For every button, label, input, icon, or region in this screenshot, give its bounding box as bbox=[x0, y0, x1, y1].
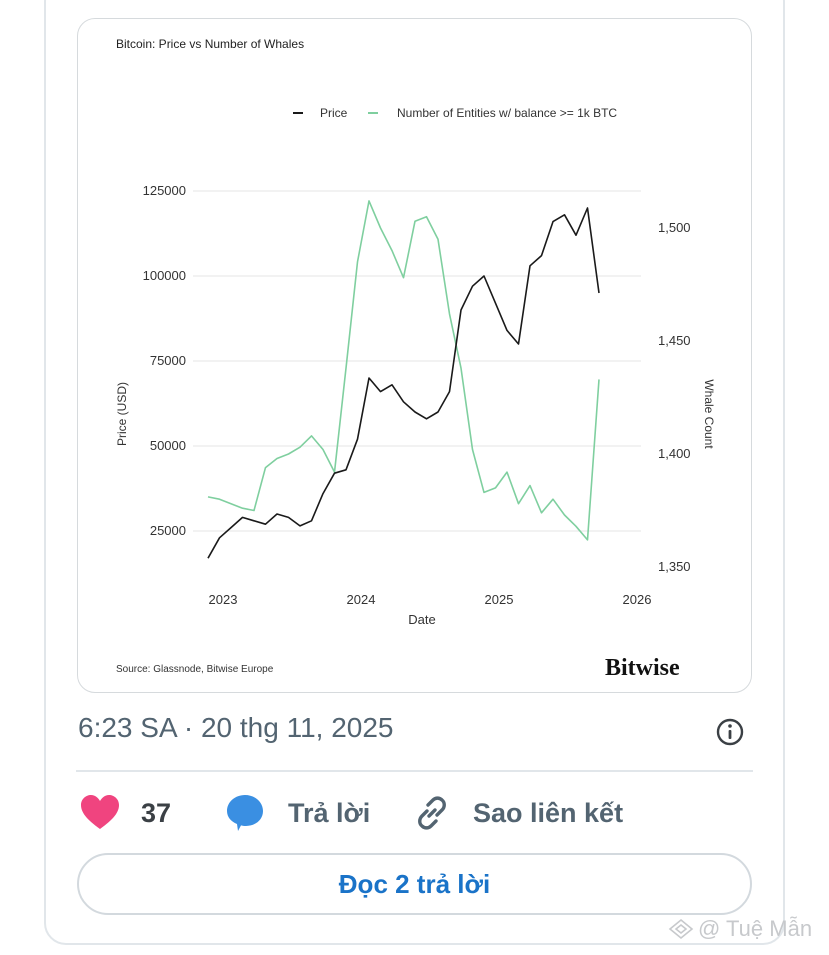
chart-title: Bitcoin: Price vs Number of Whales bbox=[116, 37, 304, 51]
heart-icon bbox=[81, 795, 119, 829]
link-icon bbox=[418, 796, 446, 830]
y2-tick-label: 1,400 bbox=[658, 446, 691, 461]
like-button[interactable]: 37 bbox=[80, 790, 171, 836]
x-tick-label: 2023 bbox=[209, 592, 238, 607]
x-tick-label: 2026 bbox=[623, 592, 652, 607]
post-timestamp: 6:23 SA · 20 thg 11, 2025 bbox=[78, 712, 394, 743]
info-icon[interactable] bbox=[715, 717, 745, 747]
y-tick-label: 50000 bbox=[150, 438, 186, 453]
y2-axis-label: Whale Count bbox=[702, 379, 716, 449]
watermark-text: @ Tuệ Mẫn bbox=[698, 916, 813, 941]
reply-bubble-icon bbox=[227, 795, 263, 831]
x-axis-label: Date bbox=[408, 612, 435, 627]
x-tick-label: 2025 bbox=[485, 592, 514, 607]
y-tick-label: 25000 bbox=[150, 523, 186, 538]
y-tick-label: 125000 bbox=[143, 183, 186, 198]
price-line bbox=[207, 207, 600, 559]
chart-gridlines bbox=[193, 190, 641, 532]
divider bbox=[76, 770, 753, 772]
copy-link-button[interactable]: Sao liên kết bbox=[413, 790, 623, 836]
y-axis-ticks: 25000 50000 75000 100000 125000 bbox=[143, 183, 186, 538]
read-replies-button[interactable]: Đọc 2 trả lời bbox=[77, 853, 752, 915]
x-tick-label: 2024 bbox=[347, 592, 376, 607]
like-count: 37 bbox=[141, 797, 172, 828]
whale-count-line bbox=[207, 200, 600, 541]
y-tick-label: 100000 bbox=[143, 268, 186, 283]
y2-axis-ticks: 1,350 1,400 1,450 1,500 bbox=[658, 220, 691, 574]
bitwise-logo: Bitwise bbox=[605, 655, 680, 681]
y2-tick-label: 1,350 bbox=[658, 559, 691, 574]
watermark: @ Tuệ Mẫn bbox=[668, 916, 812, 942]
watermark-logo-icon bbox=[668, 918, 694, 940]
legend-price-label: Price bbox=[320, 106, 348, 120]
x-axis-ticks: 2023 2024 2025 2026 bbox=[209, 592, 652, 607]
y2-tick-label: 1,450 bbox=[658, 333, 691, 348]
y-tick-label: 75000 bbox=[150, 353, 186, 368]
price-vs-whales-chart: Bitcoin: Price vs Number of Whales Price… bbox=[115, 37, 716, 681]
chart-source: Source: Glassnode, Bitwise Europe bbox=[116, 664, 274, 675]
y-axis-label: Price (USD) bbox=[115, 382, 129, 446]
chart-series bbox=[207, 200, 600, 559]
legend-whale-label: Number of Entities w/ balance >= 1k BTC bbox=[397, 106, 617, 120]
copy-link-label: Sao liên kết bbox=[473, 797, 624, 828]
read-replies-label: Đọc 2 trả lời bbox=[338, 868, 491, 899]
reply-label: Trả lời bbox=[288, 797, 371, 828]
chart-legend: Price Number of Entities w/ balance >= 1… bbox=[293, 106, 617, 120]
chart-image[interactable]: Bitcoin: Price vs Number of Whales Price… bbox=[77, 18, 752, 693]
reply-button[interactable]: Trả lời bbox=[225, 790, 370, 836]
y2-tick-label: 1,500 bbox=[658, 220, 691, 235]
